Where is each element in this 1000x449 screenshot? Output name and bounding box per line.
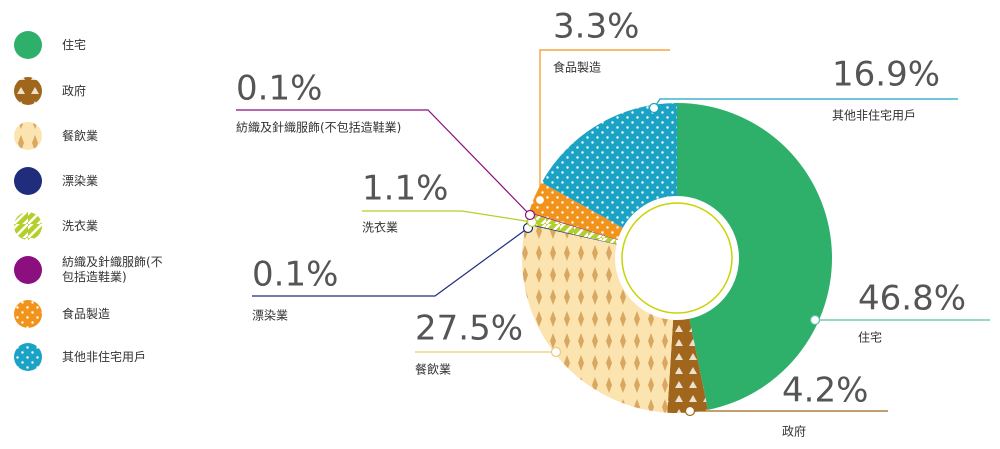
- category-label: 其他非住宅用戶: [832, 108, 916, 123]
- legend-label: 漂染業: [62, 173, 99, 188]
- legend-swatch: [14, 167, 42, 195]
- value-label: 4.2%: [782, 371, 868, 411]
- category-label: 紡織及針織服飾(不包括造鞋業): [236, 120, 401, 135]
- callout-line: [236, 109, 531, 216]
- legend-swatch: [14, 31, 42, 59]
- category-label: 食品製造: [553, 60, 601, 75]
- legend-label: 住宅: [62, 37, 87, 52]
- callout-dot: [809, 314, 821, 326]
- value-label: 3.3%: [553, 7, 639, 47]
- donut-slice: [528, 182, 623, 240]
- callout-line: [252, 227, 529, 297]
- donut-slice: [677, 103, 832, 410]
- donut-slice: [541, 103, 677, 228]
- legend-label: 政府: [62, 83, 87, 98]
- value-label: 46.8%: [858, 279, 966, 319]
- legend-label: 餐飲業: [62, 128, 99, 143]
- callout-dot: [684, 405, 696, 417]
- legend-label: 洗衣業: [62, 218, 99, 233]
- donut-slice: [522, 224, 674, 413]
- donut-slice: [667, 318, 708, 413]
- legend-swatch: [14, 300, 42, 328]
- legend-label: 其他非住宅用戶: [62, 349, 147, 364]
- donut-slice: [525, 223, 617, 245]
- category-label: 漂染業: [252, 308, 288, 323]
- legend-swatch: [14, 256, 42, 284]
- callout-dot: [534, 194, 546, 206]
- legend-swatch: [14, 343, 42, 371]
- donut-slice: [525, 212, 618, 245]
- inner-ring: [621, 202, 733, 314]
- category-label: 洗衣業: [362, 220, 398, 235]
- legend-swatch: [14, 77, 42, 105]
- legend-label: 食品製造: [62, 306, 111, 321]
- value-label: 27.5%: [415, 309, 523, 349]
- legend-swatch: [14, 212, 42, 240]
- callout-dot: [524, 209, 536, 221]
- category-label: 餐飲業: [415, 362, 451, 377]
- legend-label: 紡織及針織服飾(不包括造鞋業): [62, 255, 163, 284]
- callout-dot: [550, 346, 562, 358]
- value-label: 0.1%: [236, 69, 322, 109]
- category-label: 住宅: [858, 330, 882, 345]
- donut-slice: [528, 211, 618, 240]
- value-label: 1.1%: [362, 169, 448, 209]
- legend-swatch: [14, 122, 42, 150]
- callout-line: [539, 49, 670, 200]
- callout-dot: [648, 102, 660, 114]
- callout-line: [362, 210, 533, 223]
- value-label: 16.9%: [832, 55, 940, 95]
- value-label: 0.1%: [252, 255, 338, 295]
- category-label: 政府: [782, 424, 806, 439]
